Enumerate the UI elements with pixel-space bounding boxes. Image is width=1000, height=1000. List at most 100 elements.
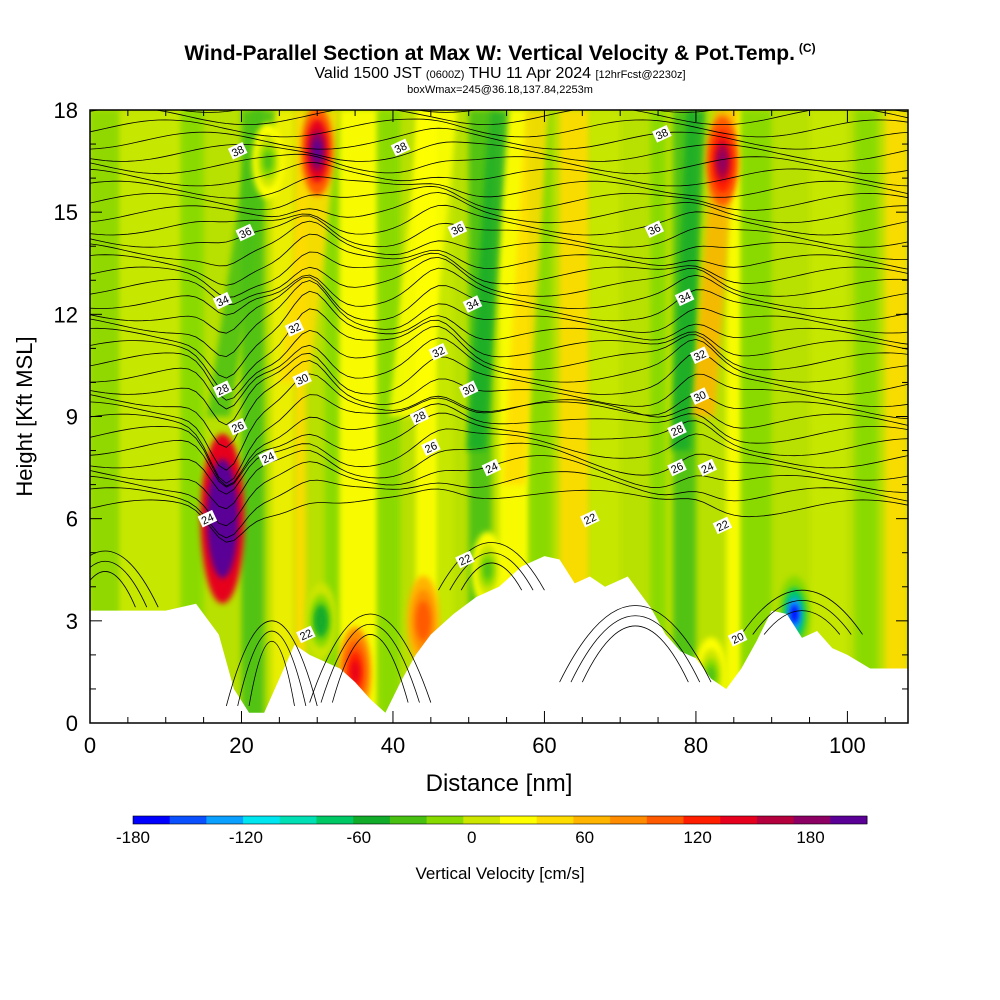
contour-label-text: 32 xyxy=(692,348,708,364)
isentrope-line xyxy=(90,373,908,471)
isentrope-line xyxy=(90,192,908,224)
contour-label: 32 xyxy=(284,319,305,337)
contour-label-bg xyxy=(390,138,411,157)
chart-title-tag: (C) xyxy=(798,41,816,55)
contour-label-text: 36 xyxy=(450,222,466,238)
contour-label-bg xyxy=(727,629,748,647)
colorbar-tick-label: -120 xyxy=(229,828,263,847)
contour-label-bg xyxy=(712,516,733,535)
contour-label-bg xyxy=(644,220,665,239)
colorbar-swatch xyxy=(573,816,611,824)
contour-label-bg xyxy=(458,380,479,399)
contour-label-text: 34 xyxy=(215,294,231,310)
contour-label-text: 26 xyxy=(669,460,685,476)
velocity-band xyxy=(650,110,666,723)
isentrope-arc xyxy=(438,542,545,591)
colorbar-tick-label: -180 xyxy=(116,828,150,847)
colorbar-swatch xyxy=(389,816,428,824)
updraft-core xyxy=(217,497,229,540)
y-tick-label: 6 xyxy=(66,507,78,532)
contour-label-bg xyxy=(258,448,278,467)
colorbar-swatch xyxy=(610,816,648,824)
colorbar-tick-label: 60 xyxy=(575,828,594,847)
isentrope-line xyxy=(90,176,908,199)
contour-label-bg xyxy=(292,370,312,388)
contour-label: 30 xyxy=(689,387,710,405)
contour-label: 28 xyxy=(212,380,233,398)
y-tick-label: 12 xyxy=(54,302,78,327)
colorbar-tick-label: 120 xyxy=(683,828,711,847)
contour-label: 34 xyxy=(674,288,695,306)
isentrope-arc xyxy=(90,571,136,608)
contour-label: 26 xyxy=(667,458,687,477)
contour-label-text: 32 xyxy=(431,345,447,361)
contour-label-text: 36 xyxy=(647,222,663,238)
velocity-streak xyxy=(466,110,509,451)
isentrope-arc xyxy=(752,600,852,635)
contour-label-text: 24 xyxy=(700,460,716,476)
contour-label-text: 32 xyxy=(287,321,303,337)
downdraft-core xyxy=(790,604,799,624)
contour-label-bg xyxy=(580,509,600,528)
isentrope-arc xyxy=(309,613,432,703)
y-tick-label: 18 xyxy=(54,98,78,123)
velocity-band xyxy=(324,110,340,723)
isentrope-line xyxy=(90,118,908,138)
contour-label-bg xyxy=(462,295,483,313)
velocity-field xyxy=(90,110,908,723)
isentrope-line xyxy=(90,267,908,316)
contour-label-text: 24 xyxy=(484,460,500,476)
contour-label-text: 38 xyxy=(393,140,409,156)
isentrope-arc xyxy=(237,630,307,707)
contour-label-text: 22 xyxy=(582,512,598,528)
velocity-band xyxy=(726,110,742,723)
velocity-band xyxy=(294,110,306,723)
contour-label-text: 20 xyxy=(730,631,746,647)
contour-label-text: 24 xyxy=(200,512,216,528)
colorbar-frame xyxy=(132,815,868,825)
contour-label: 32 xyxy=(428,342,449,361)
isentrope-arc xyxy=(763,610,841,635)
isentrope-line xyxy=(90,153,908,175)
velocity-streak xyxy=(671,110,706,451)
contour-label-bg xyxy=(428,342,449,361)
isentrope-line xyxy=(90,455,908,527)
updraft-core xyxy=(419,609,428,633)
contour-label: 26 xyxy=(421,438,441,456)
contour-label-text: 26 xyxy=(230,420,246,436)
contour-label: 28 xyxy=(409,407,430,426)
isentrope-line xyxy=(90,412,908,488)
contour-label-bg xyxy=(409,407,430,426)
contour-label-text: 34 xyxy=(465,297,481,313)
colorbar-swatch xyxy=(426,816,464,824)
colorbar-tick-label: 180 xyxy=(796,828,824,847)
colorbar-swatch xyxy=(536,816,574,824)
isentrope-line xyxy=(90,394,908,484)
isentrope-line xyxy=(90,110,908,126)
contour-label-bg xyxy=(227,417,248,436)
contour-label-bg xyxy=(689,387,710,405)
updraft-core xyxy=(313,139,322,163)
colorbar-swatch xyxy=(683,816,721,824)
isentrope-line xyxy=(90,141,908,162)
contour-label-text: 36 xyxy=(238,225,254,241)
valid-day: THU 11 Apr 2024 xyxy=(468,65,592,82)
contour-label: 38 xyxy=(227,142,248,160)
contour-label-text: 28 xyxy=(215,382,231,398)
contour-label: 24 xyxy=(481,458,502,477)
contour-label: 22 xyxy=(455,550,475,568)
isentrope-arc xyxy=(570,615,701,683)
contour-label: 36 xyxy=(644,220,665,239)
chart-title-text: Wind-Parallel Section at Max W: Vertical… xyxy=(184,42,795,65)
y-tick-label: 15 xyxy=(54,200,78,225)
velocity-band xyxy=(180,110,204,723)
chart-title: Wind-Parallel Section at Max W: Vertical… xyxy=(0,36,1000,66)
isentrope-line xyxy=(90,185,908,211)
x-tick-label: 80 xyxy=(684,733,708,758)
contour-label-text: 22 xyxy=(715,518,731,534)
contour-label: 38 xyxy=(390,138,411,157)
contour-label-text: 30 xyxy=(692,389,708,405)
colorbar-swatch xyxy=(756,816,795,824)
colorbar-swatch xyxy=(243,816,281,824)
